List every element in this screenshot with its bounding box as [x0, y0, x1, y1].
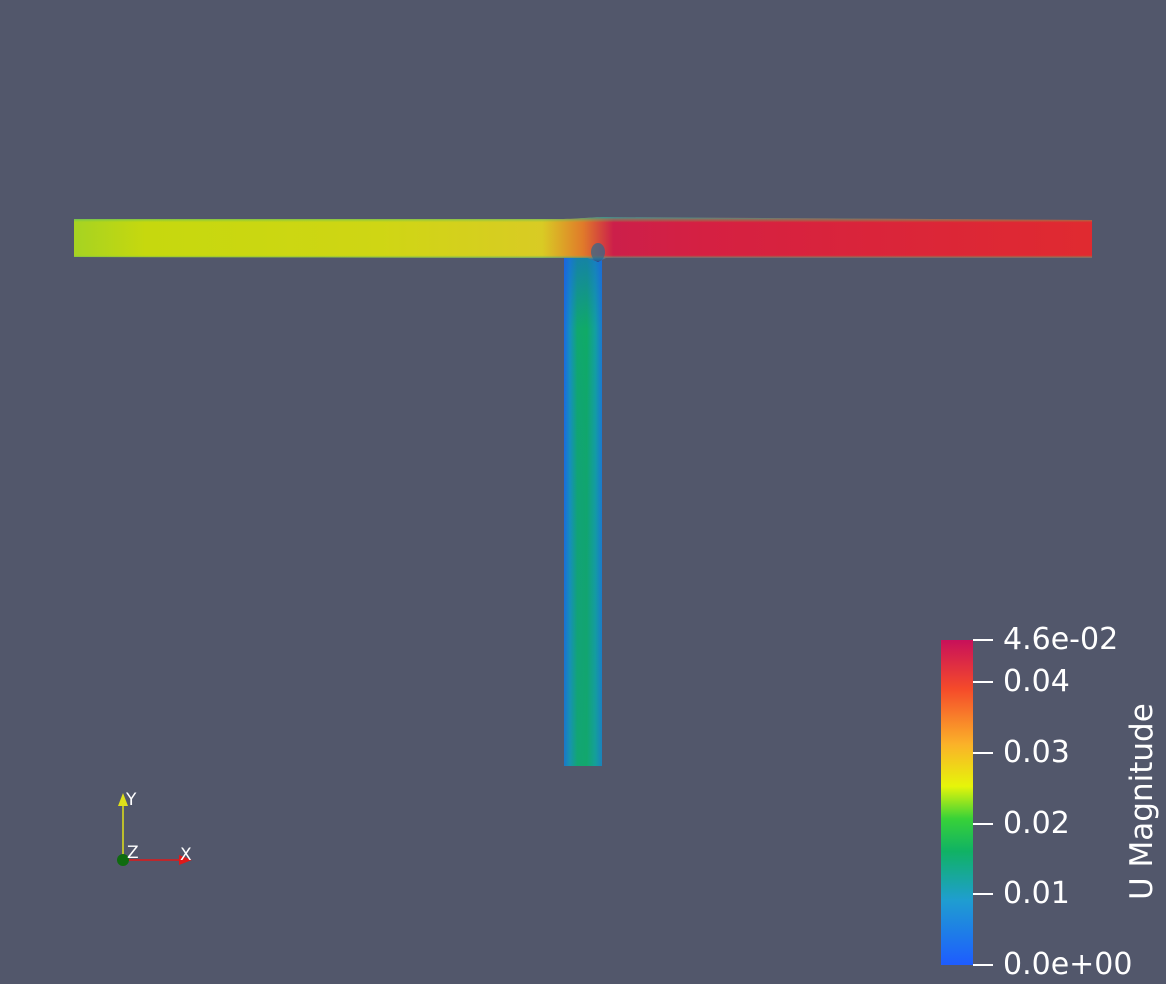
- orientation-axes: [117, 793, 192, 866]
- colorbar-tick-mark: [973, 639, 993, 641]
- colorbar-tick-mark: [973, 964, 993, 966]
- branch-pipe: [564, 252, 602, 766]
- colorbar-tick-mark: [973, 893, 993, 896]
- z-axis-dot: [117, 854, 129, 866]
- colorbar-title: U Magnitude: [1124, 703, 1160, 900]
- z-axis-label: Z: [127, 843, 139, 863]
- colorbar-tick-label: 0.0e+00: [1003, 947, 1133, 982]
- x-axis-arrow: [179, 855, 192, 865]
- y-axis-arrow: [118, 793, 128, 806]
- colorbar-tick-mark: [973, 681, 993, 684]
- colorbar-tick-mark: [973, 822, 993, 825]
- colorbar-tick-label: 4.6e-02: [1003, 622, 1119, 657]
- colorbar: 4.6e-02 0.04 0.03 0.02 0.01 0.0e+00: [941, 625, 1166, 984]
- y-axis-label: Y: [126, 790, 137, 810]
- colorbar-gradient: [941, 640, 973, 965]
- colorbar-tick-label: 0.03: [1003, 735, 1070, 771]
- colorbar-tick-label: 0.02: [1003, 805, 1070, 841]
- main-pipe: [74, 217, 1092, 262]
- colorbar-tick-label: 0.01: [1003, 876, 1070, 912]
- colorbar-tick-label: 0.04: [1003, 664, 1070, 700]
- colorbar-tick-mark: [973, 752, 993, 755]
- x-axis-label: X: [180, 845, 192, 865]
